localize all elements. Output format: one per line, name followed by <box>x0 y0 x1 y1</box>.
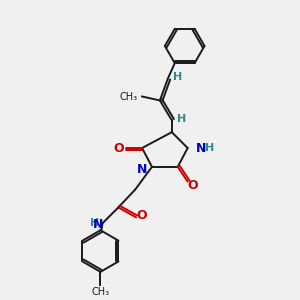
Text: O: O <box>113 142 124 154</box>
Text: CH₃: CH₃ <box>120 92 138 101</box>
Text: N: N <box>137 163 147 176</box>
Text: O: O <box>187 179 198 192</box>
Text: N: N <box>93 218 104 231</box>
Text: H: H <box>206 143 215 153</box>
Text: H: H <box>90 218 99 228</box>
Text: H: H <box>173 72 182 82</box>
Text: O: O <box>137 209 147 222</box>
Text: CH₃: CH₃ <box>92 287 110 297</box>
Text: N: N <box>196 142 206 154</box>
Text: H: H <box>177 114 186 124</box>
